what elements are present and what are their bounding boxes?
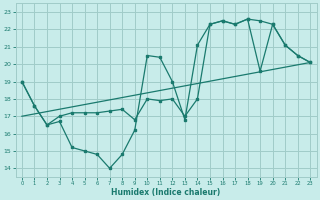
X-axis label: Humidex (Indice chaleur): Humidex (Indice chaleur) — [111, 188, 221, 197]
